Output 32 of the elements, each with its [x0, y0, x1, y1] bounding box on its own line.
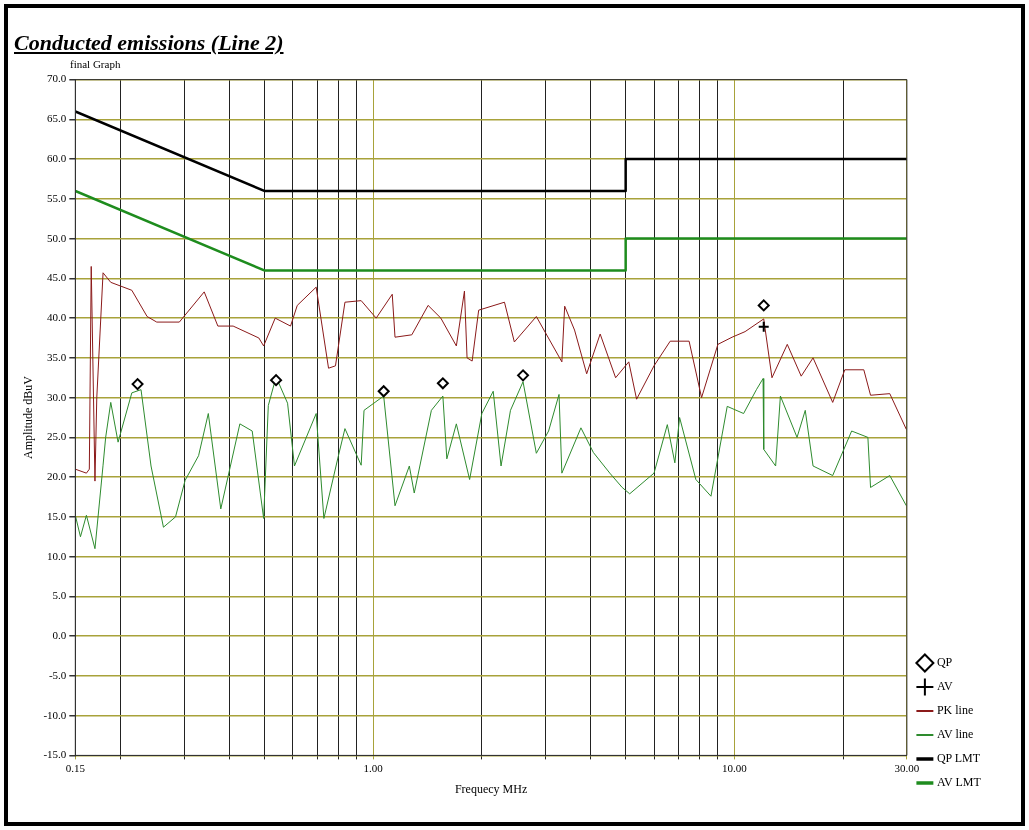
y-tick-label: 10.0	[47, 549, 67, 562]
y-tick-label: 50.0	[47, 231, 67, 244]
legend-label: QP	[936, 655, 953, 670]
y-tick-label: 0.0	[52, 629, 67, 642]
legend-label: AV	[936, 679, 953, 694]
x-axis-title: Frequecy MHz	[454, 781, 528, 796]
y-tick-label: 35.0	[47, 350, 67, 363]
y-tick-label: 65.0	[47, 112, 67, 125]
y-tick-label: -10.0	[43, 708, 67, 721]
x-tick-label: 1.00	[363, 761, 384, 774]
y-tick-label: 60.0	[47, 152, 67, 164]
x-tick-label: 10.00	[722, 761, 748, 774]
legend-label: QP LMT	[936, 751, 981, 766]
y-tick-label: 15.0	[47, 509, 67, 522]
y-tick-label: 70.0	[47, 72, 67, 85]
x-tick-label: 30.00	[894, 761, 920, 774]
y-tick-label: -5.0	[48, 668, 67, 681]
x-tick-label: 0.15	[65, 761, 86, 774]
legend-label: PK line	[936, 703, 974, 718]
y-tick-label: -15.0	[43, 748, 67, 761]
legend-label: AV line	[936, 727, 974, 742]
legend-label: AV LMT	[936, 775, 982, 790]
y-axis-title: Amplitude dBuV	[21, 375, 36, 459]
y-tick-label: 45.0	[47, 271, 67, 284]
chart-title: Conducted emissions (Line 2)	[14, 30, 284, 56]
y-tick-label: 25.0	[47, 430, 67, 443]
y-tick-label: 20.0	[47, 470, 67, 483]
y-tick-label: 5.0	[52, 589, 67, 602]
y-tick-label: 55.0	[47, 191, 67, 204]
chart-subtitle: final Graph	[70, 58, 121, 70]
y-tick-label: 40.0	[47, 311, 67, 324]
y-tick-label: 30.0	[47, 390, 67, 403]
